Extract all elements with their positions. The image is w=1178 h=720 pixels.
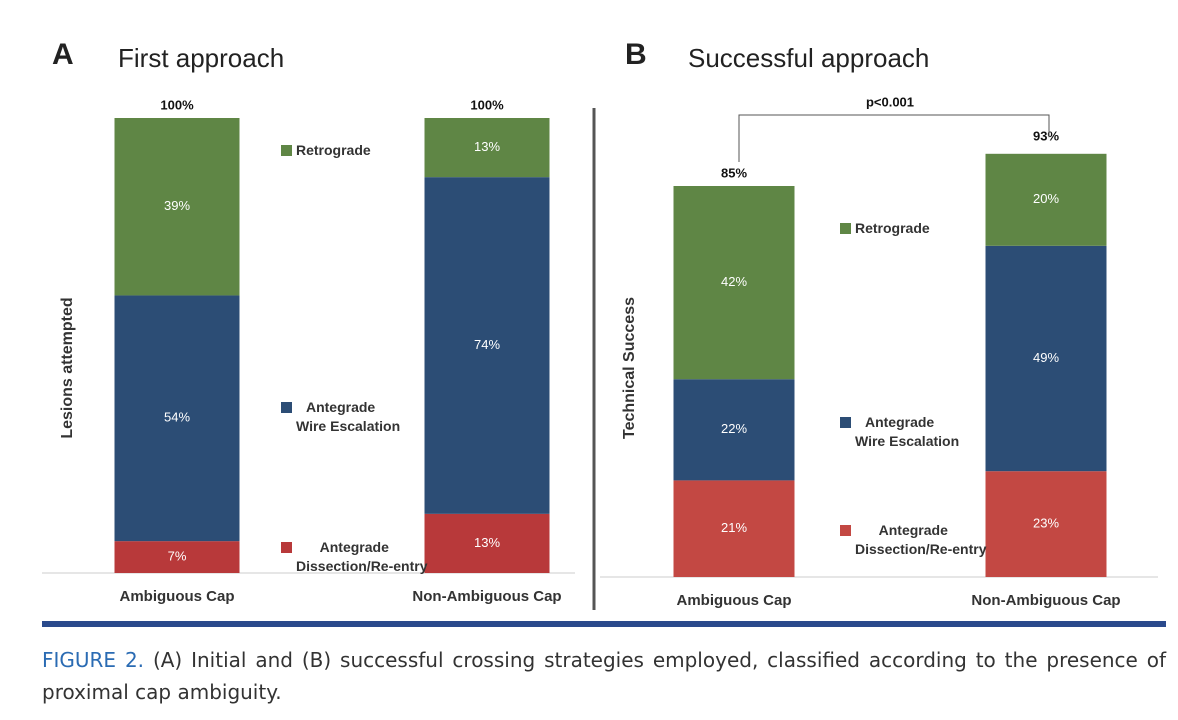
caption: FIGURE 2. (A) Initial and (B) successful… xyxy=(42,644,1166,708)
x-tick-label: Ambiguous Cap xyxy=(120,588,235,605)
caption-label: FIGURE 2. xyxy=(42,648,145,672)
total-label: 100% xyxy=(470,97,504,112)
bar-segment xyxy=(673,379,795,481)
legend-swatch xyxy=(281,145,292,156)
y-axis-label: Lesions attempted xyxy=(59,297,76,438)
data-label: 7% xyxy=(168,549,187,564)
total-label: 85% xyxy=(721,165,747,180)
data-label: 22% xyxy=(721,421,747,436)
total-label: 100% xyxy=(160,97,194,112)
data-label: 13% xyxy=(474,535,500,550)
panel-letter: A xyxy=(52,38,74,71)
legend-swatch xyxy=(840,223,851,234)
data-label: 20% xyxy=(1033,191,1059,206)
annotation: p<0.001 xyxy=(866,94,914,109)
legend-swatch xyxy=(840,417,851,428)
significance-bracket xyxy=(738,114,1050,162)
legend-swatch xyxy=(840,525,851,536)
x-tick-label: Non-Ambiguous Cap xyxy=(412,588,561,605)
legend-label: Antegrade Wire Escalation xyxy=(855,414,960,449)
legend-swatch xyxy=(281,542,292,553)
legend-label: Retrograde xyxy=(855,220,930,236)
bar-segment xyxy=(985,245,1107,472)
x-tick-label: Ambiguous Cap xyxy=(677,592,792,609)
legend-label: Retrograde xyxy=(296,142,371,158)
legend-swatch xyxy=(281,402,292,413)
data-label: 39% xyxy=(164,198,190,213)
bar-segment xyxy=(114,541,240,573)
x-tick-label: Non-Ambiguous Cap xyxy=(971,592,1120,609)
data-label: 54% xyxy=(164,410,190,425)
bar-segment xyxy=(673,186,795,380)
caption-text: (A) Initial and (B) successful crossing … xyxy=(42,648,1167,704)
data-label: 42% xyxy=(721,274,747,289)
legend-label: Antegrade Dissection/Re-entry xyxy=(296,539,428,574)
chart-title: First approach xyxy=(118,43,284,73)
total-label: 93% xyxy=(1033,129,1059,144)
chart-title: Successful approach xyxy=(688,43,929,73)
bar-segment xyxy=(424,118,550,178)
legend-label: Antegrade Dissection/Re-entry xyxy=(855,522,987,557)
rule xyxy=(42,621,1166,627)
data-label: 23% xyxy=(1033,516,1059,531)
bar-segment xyxy=(985,153,1107,246)
bar-segment xyxy=(114,118,240,296)
bar-segment xyxy=(673,480,795,577)
panel-letter: B xyxy=(625,38,647,71)
legend-label: Antegrade Wire Escalation xyxy=(296,399,401,434)
data-label: 13% xyxy=(474,139,500,154)
bar-segment xyxy=(424,177,550,514)
data-label: 74% xyxy=(474,337,500,352)
bar-segment xyxy=(424,513,550,573)
y-axis-label: Technical Success xyxy=(621,297,638,439)
bar-segment xyxy=(114,295,240,542)
data-label: 49% xyxy=(1033,350,1059,365)
data-label: 21% xyxy=(721,520,747,535)
bar-segment xyxy=(985,471,1107,577)
